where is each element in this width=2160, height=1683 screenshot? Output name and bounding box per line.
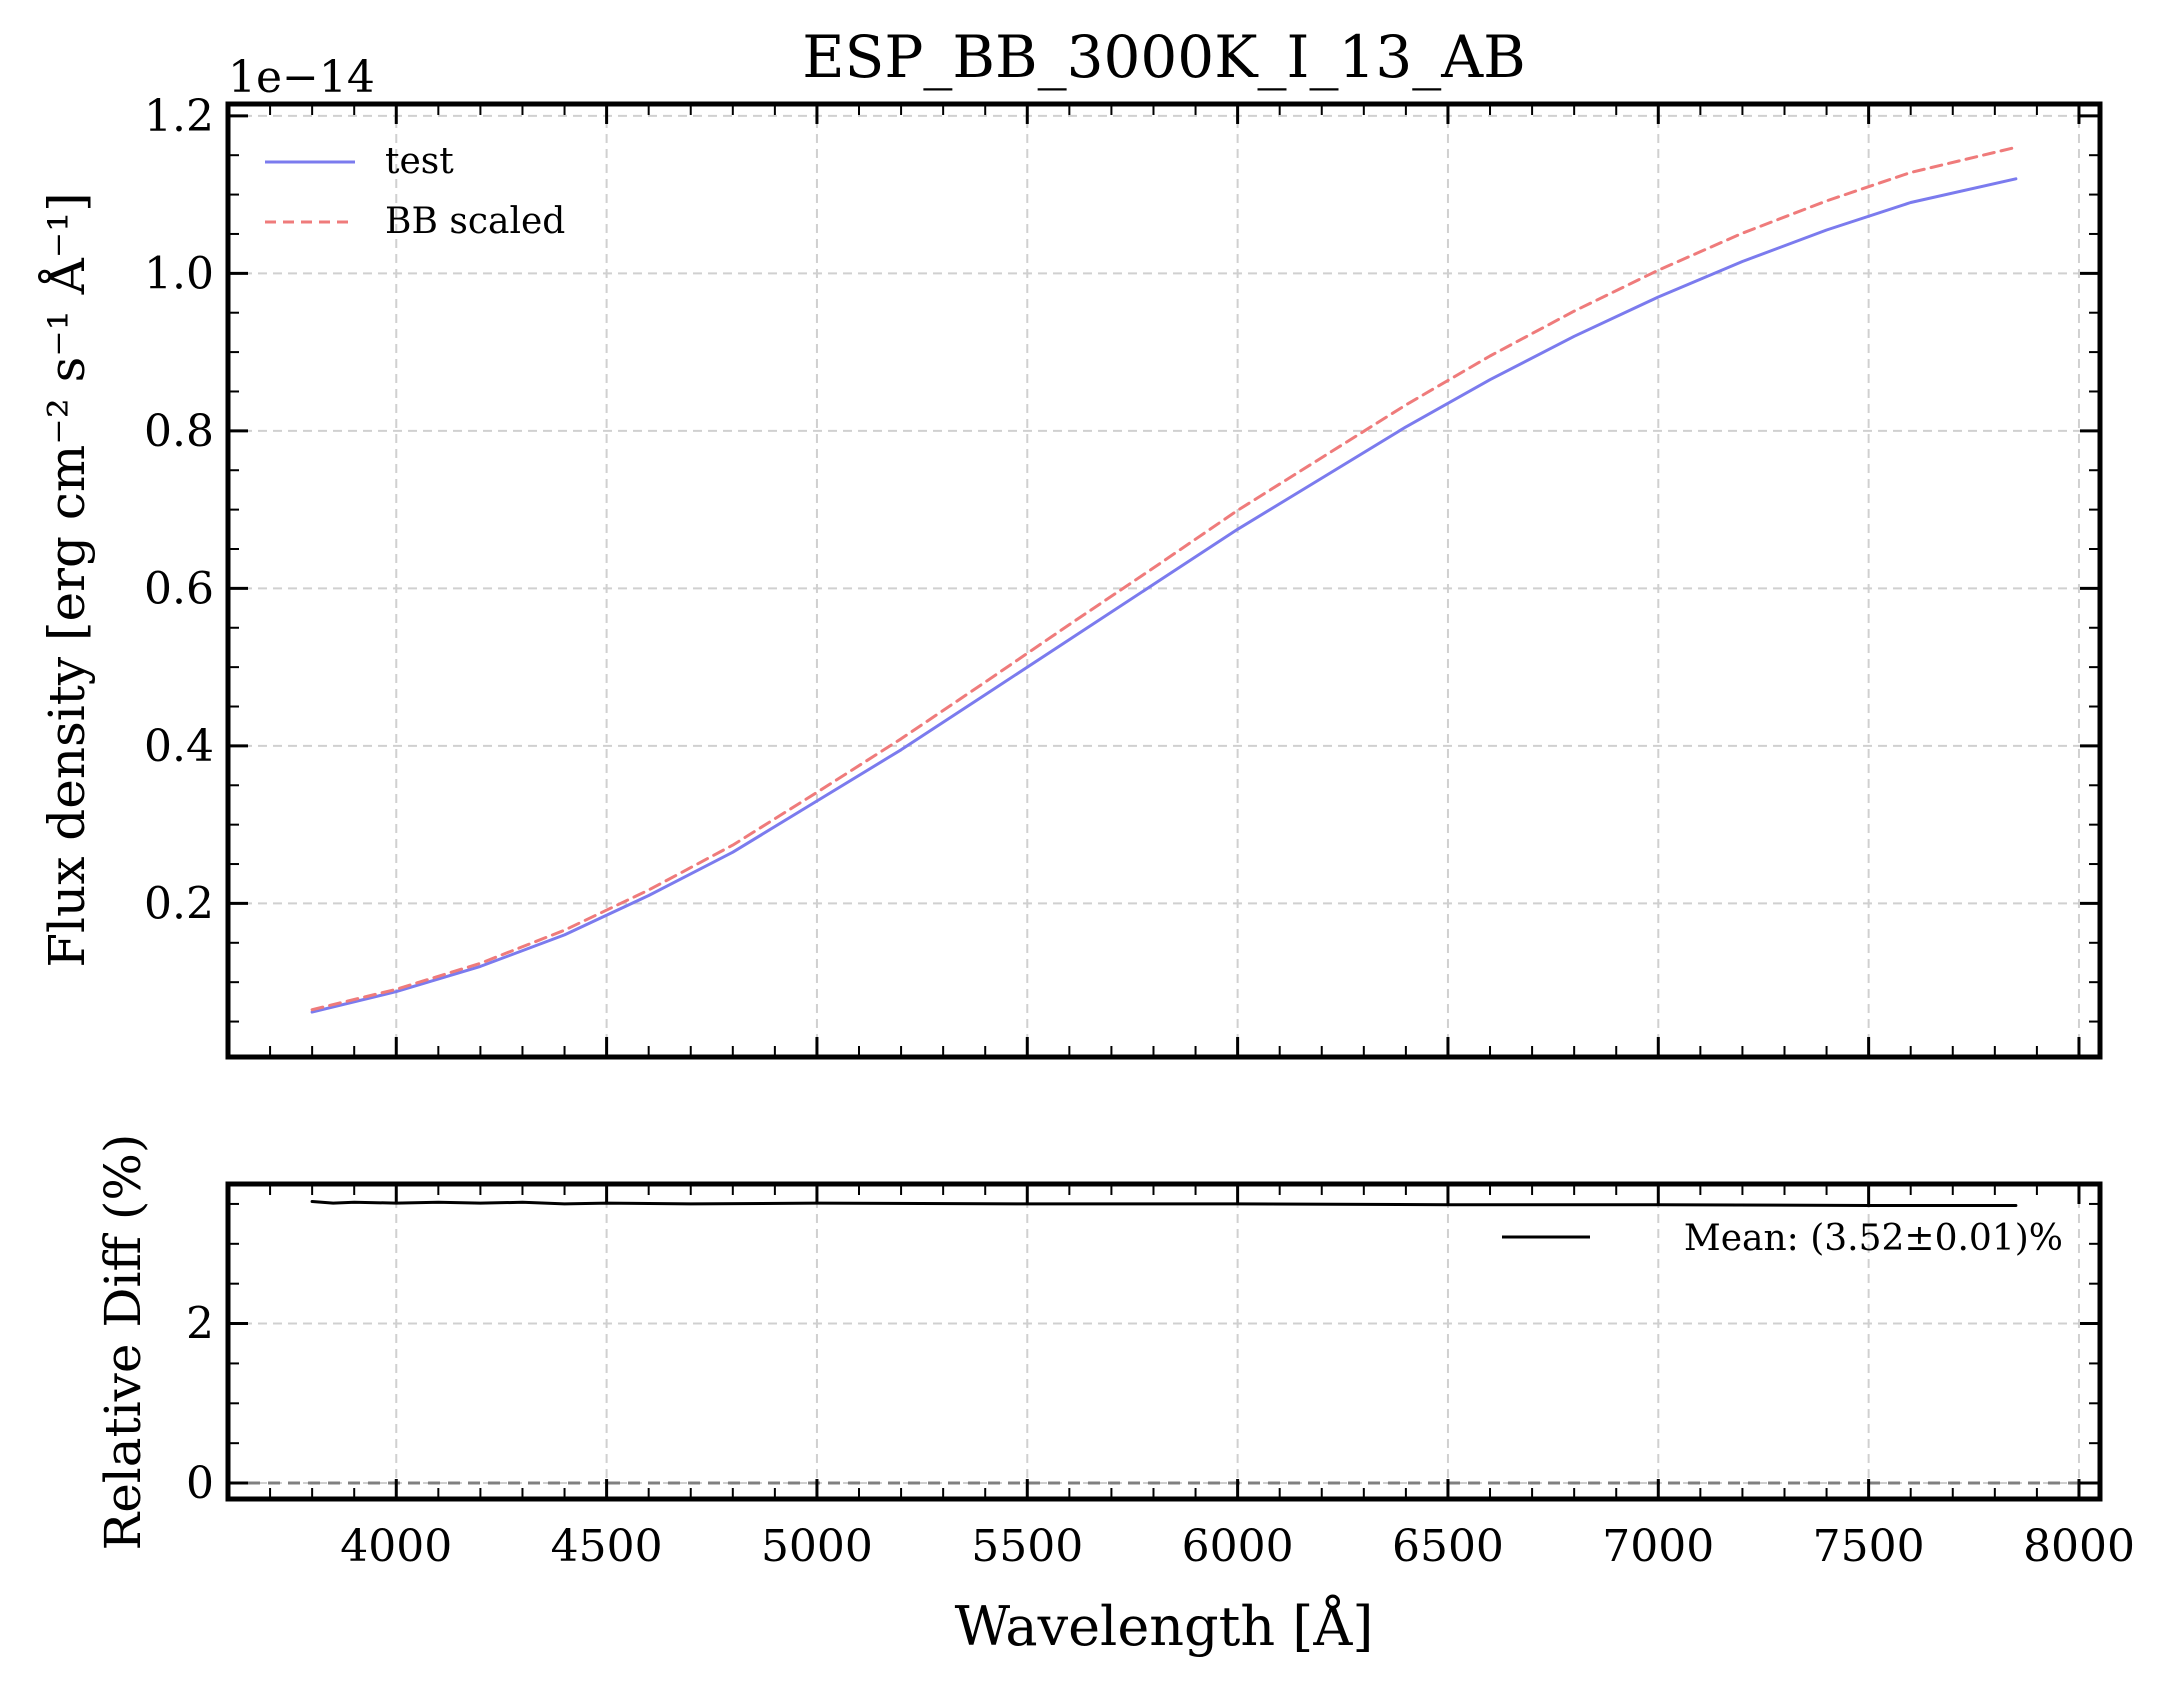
main-y-axis-label: Flux density [erg cm⁻² s⁻¹ Å⁻¹] bbox=[37, 192, 96, 967]
chart-title: ESP_BB_3000K_I_13_AB bbox=[802, 23, 1526, 91]
y-tick-label: 2 bbox=[186, 1299, 214, 1350]
main-ticks: 0.2 0.4 0.6 0.8 1.0 1.2 bbox=[144, 91, 2100, 1057]
x-tick-label: 7000 bbox=[1602, 1521, 1714, 1572]
x-tick-label: 8000 bbox=[2023, 1521, 2135, 1572]
diff-y-axis-label: Relative Diff (%) bbox=[94, 1134, 152, 1551]
main-plot-frame bbox=[225, 101, 2103, 1060]
y-tick-label: 1.0 bbox=[144, 248, 214, 299]
legend-label-test: test bbox=[385, 141, 454, 182]
y-tick-label: 0 bbox=[186, 1458, 214, 1509]
main-legend: test BB scaled bbox=[265, 141, 565, 242]
legend-label-mean: Mean: (3.52±0.01)% bbox=[1684, 1218, 2063, 1259]
x-tick-label: 7500 bbox=[1813, 1521, 1925, 1572]
series-line-bb-scaled bbox=[310, 145, 2018, 1012]
y-tick-label: 0.6 bbox=[144, 563, 214, 614]
x-tick-label: 5500 bbox=[971, 1521, 1083, 1572]
diff-legend: Mean: (3.52±0.01)% bbox=[1502, 1218, 2063, 1259]
main-grid bbox=[228, 104, 2100, 1057]
x-axis-label: Wavelength [Å] bbox=[955, 1593, 1374, 1658]
series-line-mean-3-52-0-01 bbox=[310, 1200, 2018, 1207]
x-tick-label: 6500 bbox=[1392, 1521, 1504, 1572]
series-line-test bbox=[310, 177, 2018, 1014]
y-offset-text: 1e−14 bbox=[228, 52, 375, 103]
legend-label-bb-scaled: BB scaled bbox=[385, 201, 565, 242]
x-tick-label: 4500 bbox=[551, 1521, 663, 1572]
x-tick-label: 6000 bbox=[1182, 1521, 1294, 1572]
y-tick-label: 0.8 bbox=[144, 406, 214, 457]
x-tick-label: 4000 bbox=[340, 1521, 452, 1572]
main-series-lines bbox=[310, 145, 2018, 1014]
diff-plot-frame bbox=[225, 1181, 2103, 1502]
x-tick-label: 5000 bbox=[761, 1521, 873, 1572]
y-tick-label: 0.2 bbox=[144, 878, 214, 929]
y-tick-label: 0.4 bbox=[144, 721, 214, 772]
y-tick-label: 1.2 bbox=[144, 91, 214, 142]
